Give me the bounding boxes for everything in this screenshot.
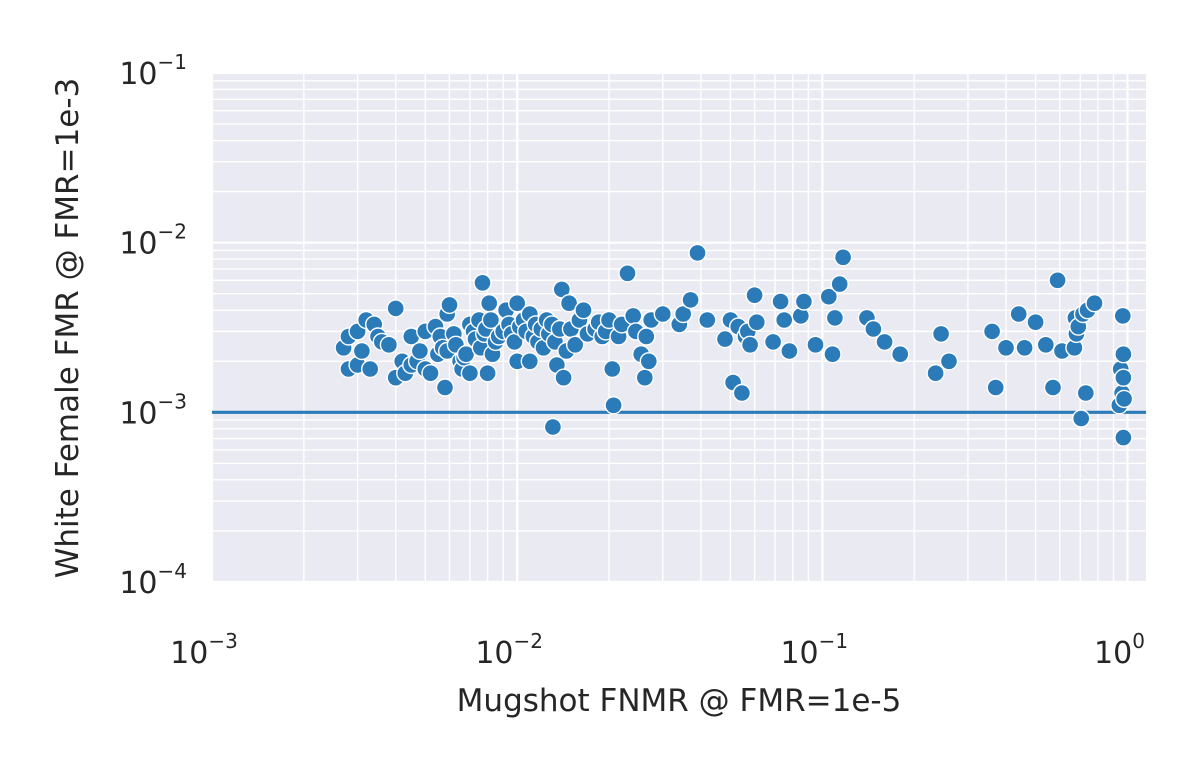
data-point <box>819 287 838 306</box>
data-point <box>986 378 1005 397</box>
y-tick-label: 10−2 <box>119 220 187 262</box>
data-point <box>603 359 622 379</box>
y-tick-label: 10−1 <box>119 50 187 92</box>
data-point <box>508 294 527 313</box>
data-point <box>939 352 959 371</box>
y-axis-label: White Female FMR @ FMR=1e-3 <box>50 78 86 579</box>
data-point <box>996 338 1016 357</box>
data-point <box>635 368 654 387</box>
data-point <box>891 345 910 364</box>
data-point <box>1114 389 1134 409</box>
data-point <box>823 345 842 364</box>
data-point <box>361 359 380 379</box>
data-point <box>688 243 707 263</box>
data-point <box>574 301 593 320</box>
data-point <box>830 274 849 294</box>
data-point <box>1009 304 1028 324</box>
data-point <box>926 364 945 383</box>
x-axis-label: Mugshot FNMR @ FMR=1e-5 <box>457 683 902 719</box>
data-point <box>982 322 1002 341</box>
data-point <box>833 248 853 267</box>
data-point <box>421 364 440 383</box>
data-point <box>478 364 497 383</box>
data-point <box>825 308 845 328</box>
data-point <box>1114 368 1133 387</box>
y-tick-labels: 10−4 10−3 10−2 10−1 <box>119 50 187 601</box>
x-tick-labels: 10−3 10−2 10−1 100 <box>170 629 1145 671</box>
data-point <box>637 327 656 346</box>
data-point <box>1085 294 1104 313</box>
data-point <box>681 290 700 310</box>
data-point <box>386 299 405 318</box>
data-point <box>480 294 499 313</box>
data-point <box>460 364 480 383</box>
data-point <box>1026 313 1045 332</box>
data-point <box>624 306 643 326</box>
data-point <box>440 295 459 315</box>
y-tick-label: 10−4 <box>119 559 187 601</box>
data-point <box>780 341 799 361</box>
data-point <box>435 378 455 397</box>
data-point <box>543 417 563 437</box>
data-point <box>379 335 399 354</box>
data-points <box>334 243 1134 447</box>
data-point <box>1043 378 1063 397</box>
data-point <box>674 304 693 324</box>
data-point <box>1114 428 1133 447</box>
data-point <box>747 313 766 332</box>
data-point <box>763 332 783 352</box>
data-point <box>639 352 658 371</box>
x-tick-label: 10−1 <box>780 629 848 671</box>
data-point <box>481 310 501 330</box>
data-point <box>1036 335 1056 354</box>
data-point <box>604 396 623 415</box>
data-point <box>771 292 790 311</box>
x-tick-label: 100 <box>1094 629 1145 671</box>
data-point <box>1114 345 1133 364</box>
x-tick-label: 10−3 <box>170 629 238 671</box>
data-point <box>875 332 894 352</box>
data-point <box>698 310 717 330</box>
data-point <box>715 329 735 349</box>
data-point <box>1113 306 1133 326</box>
data-point <box>1015 338 1034 357</box>
data-point <box>806 335 825 354</box>
data-point <box>520 352 539 371</box>
data-point <box>1071 409 1091 428</box>
data-point <box>732 383 752 403</box>
y-tick-label: 10−3 <box>119 389 187 431</box>
data-point <box>775 310 794 330</box>
data-point <box>554 368 573 387</box>
data-point <box>618 264 637 283</box>
data-point <box>864 319 883 339</box>
data-point <box>410 341 430 361</box>
data-point <box>794 292 814 311</box>
data-point <box>740 335 760 354</box>
x-tick-label: 10−2 <box>475 629 543 671</box>
data-point <box>653 304 672 324</box>
data-point <box>931 324 951 344</box>
data-point <box>473 273 492 292</box>
data-point <box>566 335 585 354</box>
data-point <box>1076 383 1096 403</box>
data-point <box>352 341 372 361</box>
data-point <box>1048 271 1067 290</box>
data-point <box>745 286 764 305</box>
